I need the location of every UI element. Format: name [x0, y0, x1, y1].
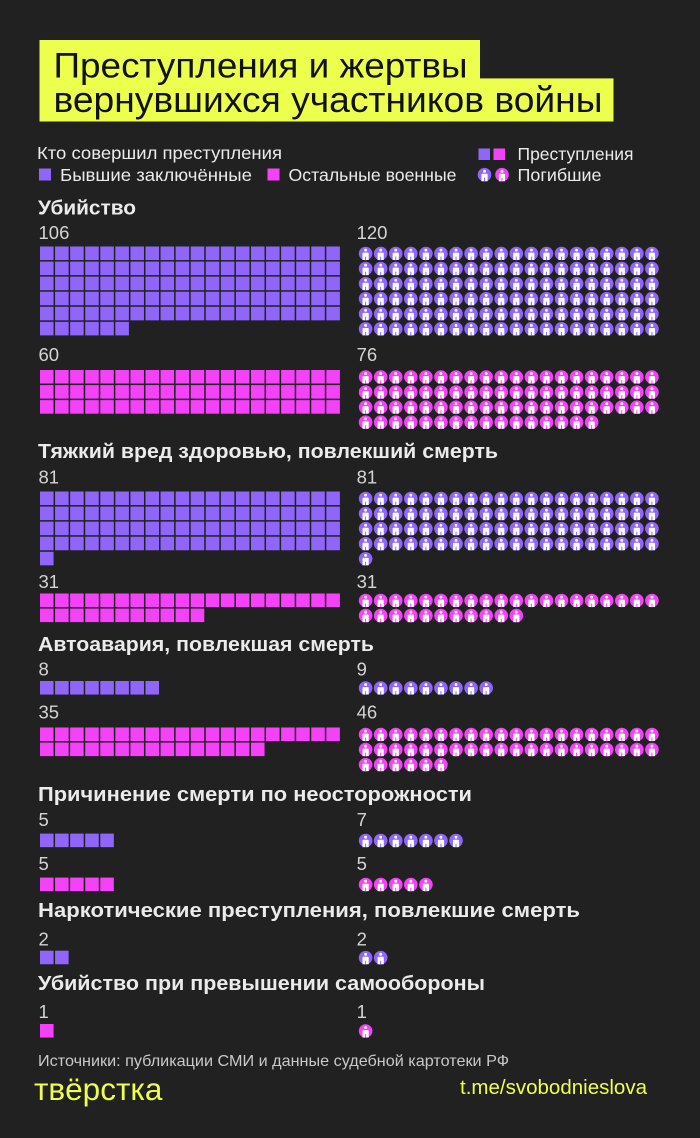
svg-text:Погибшие: Погибшие	[518, 165, 602, 185]
svg-text:Автоавария, повлекшая смерть: Автоавария, повлекшая смерть	[38, 633, 374, 656]
svg-text:2: 2	[357, 929, 367, 950]
svg-text:Преступления и жертвы: Преступления и жертвы	[54, 47, 468, 86]
svg-text:60: 60	[39, 344, 60, 365]
svg-text:7: 7	[357, 809, 367, 830]
svg-text:5: 5	[39, 809, 49, 830]
svg-text:Убийство: Убийство	[38, 197, 136, 220]
svg-text:81: 81	[357, 467, 378, 488]
svg-text:106: 106	[39, 222, 70, 243]
svg-text:Наркотические преступления, по: Наркотические преступления, повлекшие см…	[38, 899, 580, 922]
svg-text:120: 120	[357, 222, 388, 243]
svg-text:Остальные военные: Остальные военные	[289, 165, 457, 185]
svg-text:81: 81	[39, 467, 60, 488]
svg-text:46: 46	[357, 702, 378, 723]
svg-text:1: 1	[39, 1001, 49, 1022]
svg-text:Бывшие заключённые: Бывшие заключённые	[60, 165, 252, 185]
svg-text:Источники: публикации СМИ и да: Источники: публикации СМИ и данные судеб…	[38, 1053, 509, 1070]
svg-text:9: 9	[357, 659, 367, 680]
svg-text:вернувшихся участников войны: вернувшихся участников войны	[54, 79, 603, 120]
svg-text:76: 76	[357, 344, 378, 365]
svg-text:Убийство при превышении самооб: Убийство при превышении самообороны	[38, 972, 485, 995]
svg-text:Причинение смерти по неосторож: Причинение смерти по неосторожности	[38, 783, 472, 806]
svg-text:1: 1	[357, 1001, 367, 1022]
svg-text:t.me/svobodnieslova: t.me/svobodnieslova	[460, 1077, 648, 1099]
svg-text:Кто совершил преступления: Кто совершил преступления	[37, 143, 282, 163]
svg-text:31: 31	[39, 571, 60, 592]
svg-text:5: 5	[39, 853, 49, 874]
svg-text:2: 2	[39, 929, 49, 950]
svg-text:Тяжкий вред здоровью, повлекши: Тяжкий вред здоровью, повлекший смерть	[38, 440, 498, 463]
svg-text:Преступления: Преступления	[518, 144, 634, 164]
svg-text:31: 31	[357, 571, 378, 592]
svg-text:твёрстка: твёрстка	[34, 1071, 163, 1107]
svg-text:5: 5	[357, 853, 367, 874]
svg-text:8: 8	[39, 659, 49, 680]
svg-text:35: 35	[39, 702, 60, 723]
